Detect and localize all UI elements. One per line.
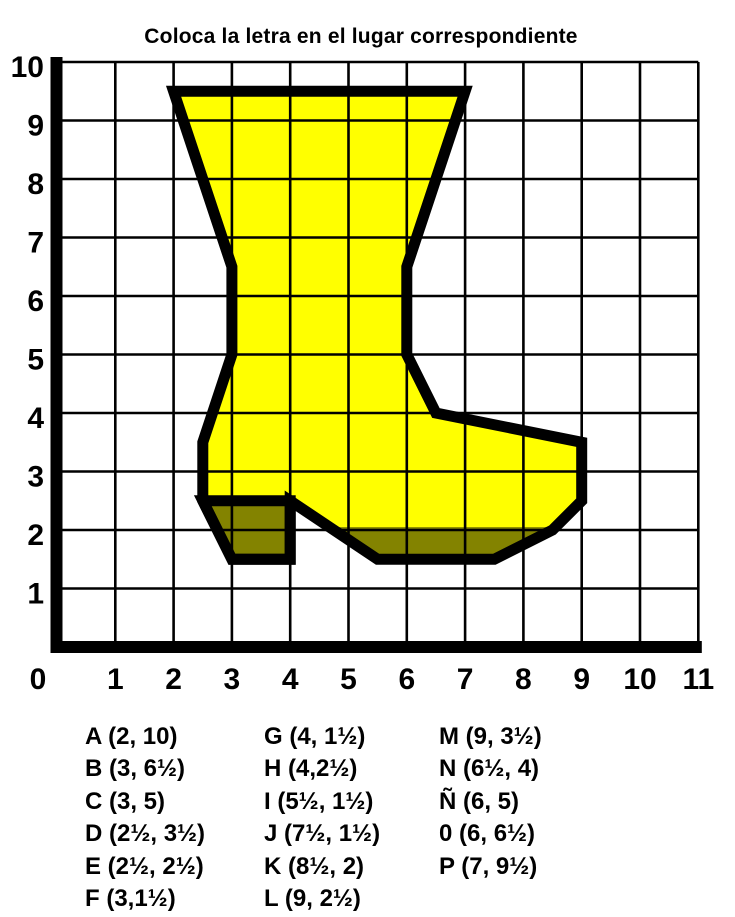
boot-heel-outline <box>193 495 296 565</box>
legend-item: A (2, 10) <box>85 723 178 750</box>
legend-item: E (2½, 2½) <box>85 852 204 880</box>
x-axis-label: 7 <box>457 663 474 696</box>
legend-item: M (9, 3½) <box>439 723 542 750</box>
boot-fill <box>173 91 582 560</box>
y-axis-label: 10 <box>11 51 44 84</box>
y-axis <box>50 57 63 653</box>
grid-lines <box>53 60 700 652</box>
x-axis-label: 6 <box>398 663 415 696</box>
legend-item: F (3,1½) <box>85 885 176 913</box>
legend-item: G (4, 1½) <box>264 723 366 750</box>
legend-item: B (3, 6½) <box>85 755 186 783</box>
legend-item: Ñ (6, 5) <box>439 787 520 815</box>
x-axis-label: 11 <box>682 663 714 696</box>
legend-item: C (3, 5) <box>85 787 166 815</box>
y-axis-label: 3 <box>27 461 44 494</box>
legend-item: L (9, 2½) <box>264 885 361 913</box>
y-axis-label: 6 <box>27 285 44 318</box>
x-axis-label: 8 <box>515 663 532 696</box>
x-axis <box>50 641 702 653</box>
x-axis-label: 5 <box>340 663 357 696</box>
x-axis-label: 1 <box>107 663 124 696</box>
y-axis-label: 1 <box>27 578 44 611</box>
boot-outline <box>165 85 588 565</box>
boot-sole-fill <box>329 527 552 560</box>
legend-item: K (8½, 2) <box>264 852 365 880</box>
y-axis-label: 9 <box>27 110 44 143</box>
legend-item: P (7, 9½) <box>439 852 538 880</box>
y-axis-label: 5 <box>27 344 44 377</box>
x-axis-label: 2 <box>165 663 182 696</box>
y-axis-label: 2 <box>27 519 44 552</box>
legend-item: D (2½, 3½) <box>85 820 206 848</box>
legend-column: M (9, 3½) N (6½, 4) Ñ (6, 5) 0 (6, 6½) P (7,… <box>439 721 542 883</box>
legend-column: A (2, 10) B (3, 6½) C (3, 5) D (2½, 3½) E (2… <box>85 721 205 915</box>
legend-column: G (4, 1½) H (4,2½) I (5½, 1½) J (7½, 1½) K (… <box>264 721 380 915</box>
x-axis-label: 4 <box>282 663 299 696</box>
x-axis-label: 9 <box>573 663 590 696</box>
x-axis-label: 10 <box>623 663 656 696</box>
y-axis-label: 8 <box>27 168 44 201</box>
y-axis-label: 7 <box>27 227 44 260</box>
legend-item: J (7½, 1½) <box>264 820 381 848</box>
legend-item: N (6½, 4) <box>439 755 540 783</box>
x-axis-label: 3 <box>224 663 241 696</box>
page-title: Coloca la letra en el lugar correspondie… <box>144 25 578 48</box>
legend-item: I (5½, 1½) <box>264 787 374 815</box>
y-axis-label: 4 <box>27 402 44 435</box>
x-axis-label: 0 <box>30 663 47 696</box>
legend-item: H (4,2½) <box>264 755 358 783</box>
coordinate-grid: 1 2 3 4 5 6 7 8 9 10 0 1 2 3 4 5 6 7 8 9 10 11 <box>11 51 715 696</box>
legend-item: 0 (6, 6½) <box>439 820 536 848</box>
